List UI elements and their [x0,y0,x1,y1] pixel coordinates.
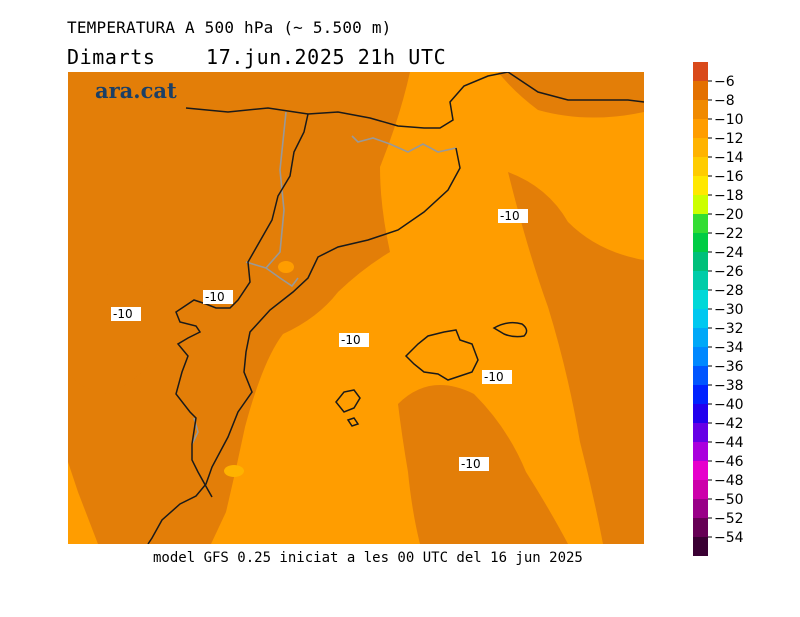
legend-swatch [693,176,708,195]
legend-swatch [693,442,708,461]
legend-label: −8 [714,93,735,109]
svg-text:-10: -10 [341,333,361,347]
legend-label: −54 [714,530,744,546]
legend-label: −22 [714,226,744,242]
svg-text:-10: -10 [205,290,225,304]
legend-swatch [693,138,708,157]
temperature-legend: −6 −8 −10 −12 −14 −16 −18 −20 −22 −24 −26 −28 −30 −32… [693,62,744,556]
contour-label: -10 [459,457,489,471]
warm-region-northwest [68,72,410,544]
legend-swatch [693,328,708,347]
contour-label: -10 [482,370,512,384]
legend-label: −34 [714,340,744,356]
legend-swatch [693,385,708,404]
legend-label: −40 [714,397,744,413]
svg-text:-10: -10 [484,370,504,384]
island-ibiza [335,389,361,413]
border-line-south [265,267,299,288]
map-datetime: Dimarts 17.jun.2025 21h UTC [67,45,447,69]
legend-label: −36 [714,359,744,375]
legend-label: −6 [714,74,735,90]
legend-swatch [693,195,708,214]
legend-swatch [693,499,708,518]
legend-label: −24 [714,245,744,261]
contour-label: -10 [203,290,233,304]
warm-region-east [508,172,644,544]
coastline-east-france [507,72,644,103]
legend-swatch [693,423,708,442]
legend-swatch [693,100,708,119]
legend-label: −10 [714,112,744,128]
legend-label: −26 [714,264,744,280]
legend-swatch [693,347,708,366]
legend-label: −52 [714,511,744,527]
legend-label: −16 [714,169,744,185]
legend-label: −46 [714,454,744,470]
cool-spot-south [224,465,244,477]
legend-label: −38 [714,378,744,394]
model-run-caption: model GFS 0.25 iniciat a les 00 UTC del … [153,550,583,566]
legend-label: −50 [714,492,744,508]
warm-pocket-west [68,273,160,394]
legend-swatch [693,537,708,556]
legend-swatch [693,252,708,271]
island-mallorca [404,329,479,381]
legend-swatch [693,290,708,309]
legend-label: −18 [714,188,744,204]
legend-swatch [693,157,708,176]
island-formentera [346,417,360,427]
temperature-map: ara.cat -10 -10 -10 -10 -10 -10 [68,72,644,544]
legend-swatch [693,366,708,385]
legend-label: −14 [714,150,744,166]
contour-label: -10 [498,209,528,223]
svg-text:-10: -10 [113,307,133,321]
ara-cat-logo: ara.cat [95,78,177,103]
contour-label: -10 [339,333,369,347]
map-title: TEMPERATURA A 500 hPa (~ 5.500 m) [67,18,392,37]
legend-swatch [693,62,708,81]
legend-swatch [693,309,708,328]
svg-text:-10: -10 [461,457,481,471]
legend-swatch [693,214,708,233]
legend-swatch [693,233,708,252]
cool-spot-inland [278,261,294,273]
contour-label: -10 [111,307,141,321]
legend-swatch [693,461,708,480]
legend-swatch [693,480,708,499]
legend-label: −44 [714,435,744,451]
legend-swatch [693,119,708,138]
island-menorca [492,321,528,338]
legend-label: −20 [714,207,744,223]
border-line-pyrenees [351,135,457,153]
legend-swatch [693,271,708,290]
legend-label: −48 [714,473,744,489]
legend-swatch [693,404,708,423]
legend-swatch [693,518,708,537]
legend-label: −28 [714,283,744,299]
warm-region-northeast [498,72,644,118]
coastline-mainland [147,72,509,544]
legend-swatch [693,81,708,100]
border-line-aragon [245,111,287,269]
legend-label: −32 [714,321,744,337]
legend-label: −30 [714,302,744,318]
legend-label: −12 [714,131,744,147]
coastline-inland-boundary [175,113,309,498]
legend-label: −42 [714,416,744,432]
svg-text:-10: -10 [500,209,520,223]
